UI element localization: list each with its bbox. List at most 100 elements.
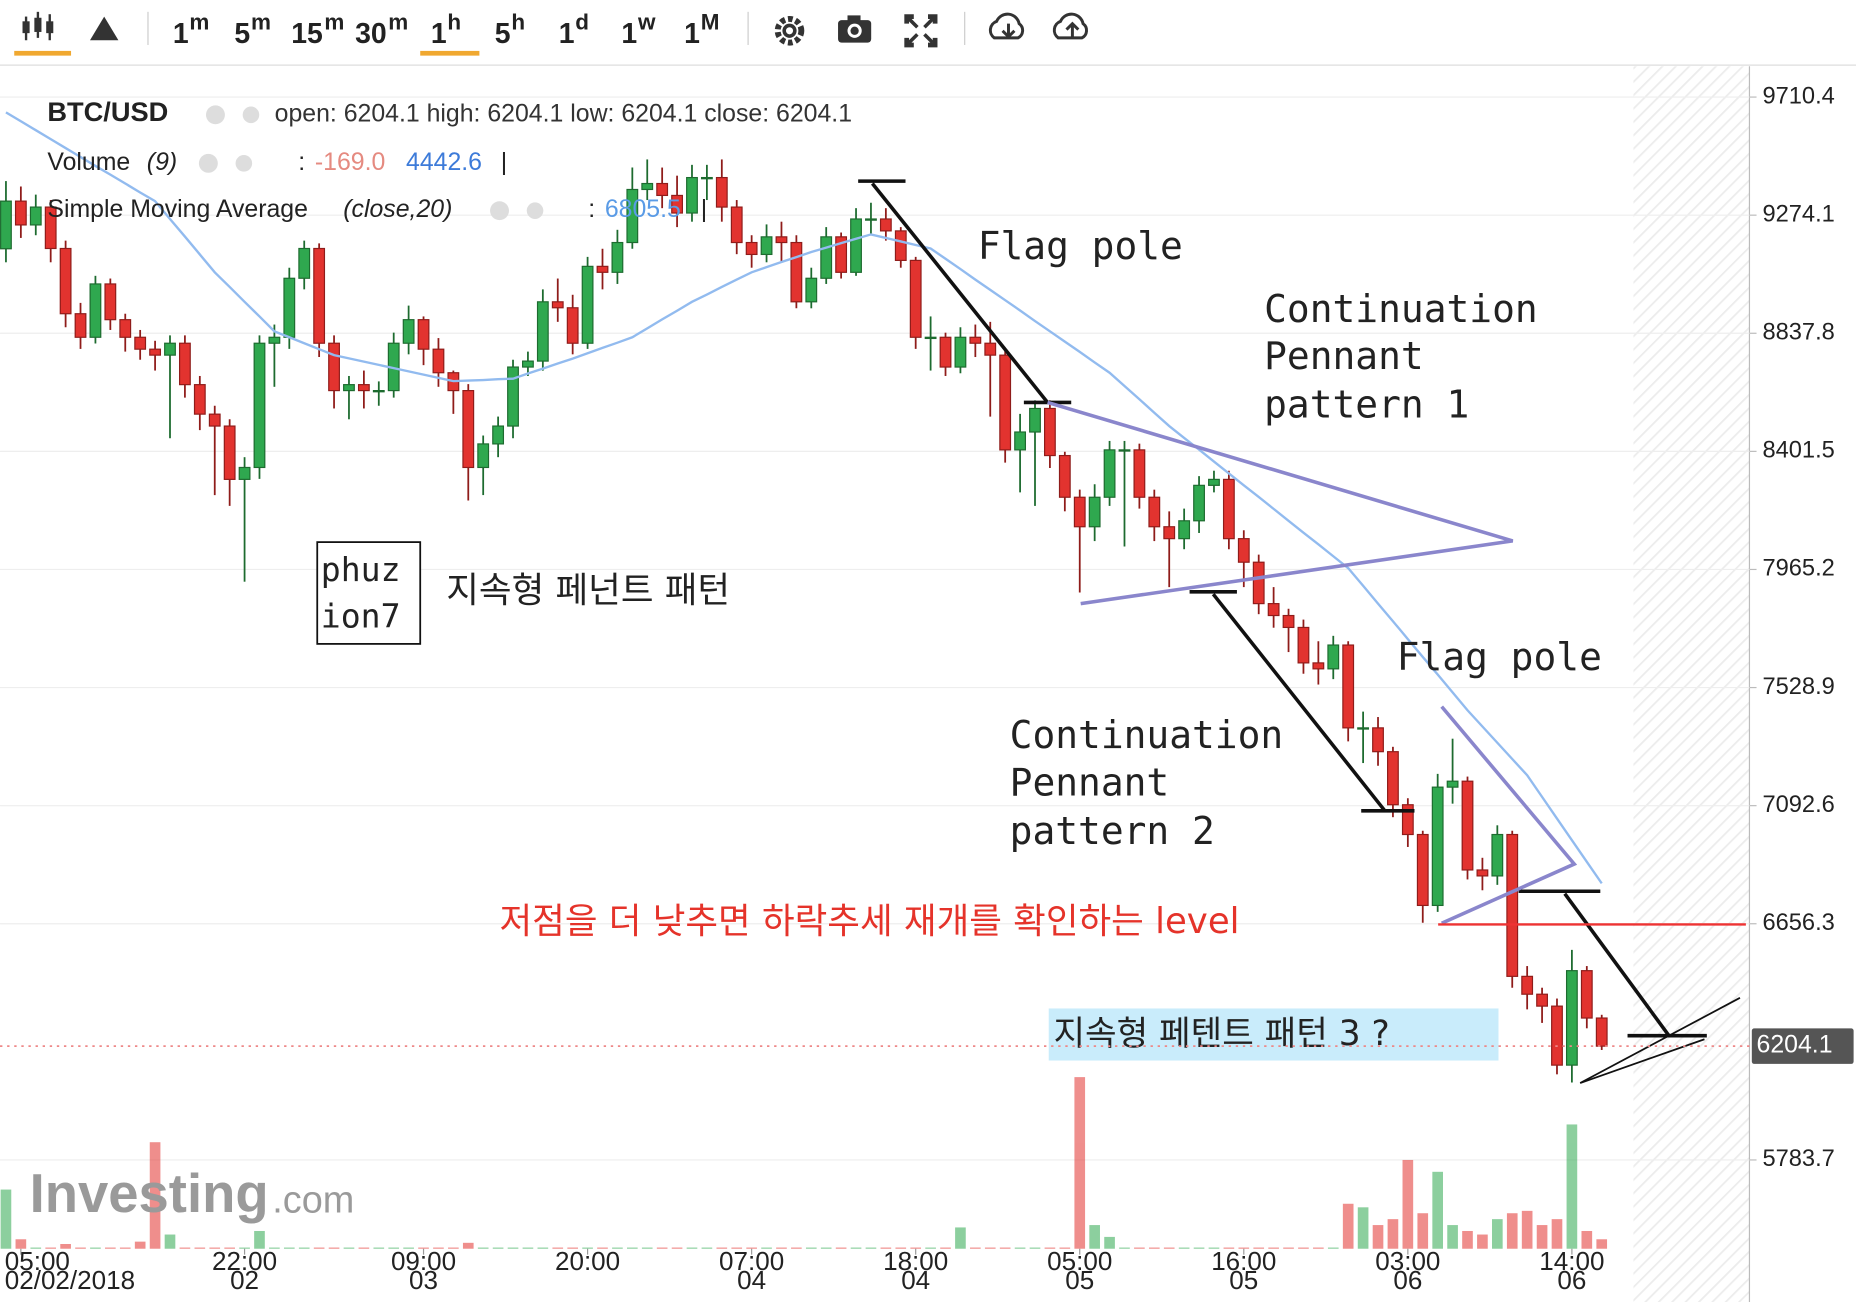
candle-body	[1148, 496, 1161, 528]
volume-bar	[776, 1247, 787, 1249]
annotation-level-note: 저점을 더 낮추면 하락추세 재개를 확인하는 level	[500, 901, 1240, 942]
interval-button[interactable]: 15 m	[291, 10, 344, 50]
candle-body	[1595, 1017, 1608, 1047]
candle-body	[164, 342, 176, 356]
candle-body	[1357, 727, 1370, 730]
candle-body	[1282, 614, 1295, 629]
candle-body	[522, 360, 534, 368]
author-box	[316, 541, 422, 645]
volume-bar	[686, 1247, 698, 1249]
settings-button[interactable]	[774, 15, 805, 46]
candle-body	[1506, 833, 1519, 977]
candle-body	[865, 218, 877, 221]
interval-unit: m	[324, 10, 344, 35]
volume-bar	[984, 1247, 996, 1249]
candle-body	[1222, 478, 1235, 540]
legend-volume-name: Volume	[47, 149, 130, 176]
volume-bar	[1432, 1171, 1444, 1249]
volume-bar	[850, 1247, 862, 1249]
candle-body	[1431, 786, 1444, 907]
volume-bar	[1208, 1247, 1220, 1249]
candle-body	[1461, 780, 1474, 871]
candle-body	[581, 265, 594, 344]
volume-bar	[1253, 1247, 1265, 1249]
interval-unit: m	[251, 10, 271, 35]
candle-body	[536, 301, 549, 362]
candle-body	[1372, 727, 1384, 753]
candle-body	[1580, 970, 1593, 1019]
candle-type-button[interactable]	[14, 11, 72, 56]
volume-bar	[1372, 1225, 1384, 1249]
volume-bar	[90, 1247, 101, 1249]
candle-body	[193, 384, 206, 415]
sma-line	[5, 111, 1603, 885]
volume-bar	[462, 1242, 474, 1249]
interval-unit: h	[511, 10, 525, 35]
legend-sma-value: 6805.5	[605, 196, 681, 223]
candle-body	[715, 176, 728, 208]
candle-body	[0, 200, 12, 250]
volume-bar	[194, 1247, 206, 1249]
candle-body	[223, 425, 236, 480]
volume-bar	[149, 1142, 161, 1249]
annotation-drawings	[858, 179, 1746, 1084]
candles	[0, 159, 1608, 1083]
volume-bar	[1119, 1247, 1130, 1249]
candle-body	[969, 336, 982, 344]
candle-body	[1029, 407, 1041, 433]
volume-bar	[239, 1247, 250, 1249]
annotation-pennant: Continuation	[1010, 713, 1284, 757]
area-type-button[interactable]	[89, 16, 119, 41]
y-tick-label: 5783.7	[1762, 1146, 1834, 1172]
screenshot-button[interactable]	[838, 15, 872, 43]
interval-unit: m	[388, 10, 408, 35]
candle-body	[1058, 454, 1071, 498]
interval-unit: M	[701, 10, 720, 35]
x-date-label: 06	[1393, 1265, 1422, 1295]
volume-bar	[254, 1230, 265, 1249]
fullscreen-button[interactable]	[904, 14, 938, 48]
candle-body	[462, 390, 475, 469]
candle-body	[507, 366, 519, 427]
interval-unit: d	[575, 10, 589, 35]
volume-bar	[805, 1247, 817, 1249]
volume-bar	[1581, 1230, 1593, 1249]
candle-body	[1297, 626, 1310, 664]
download-button[interactable]	[988, 12, 1025, 40]
candle-body	[805, 277, 818, 303]
candle-body	[59, 247, 72, 315]
candle-body	[343, 384, 355, 392]
volume-bar	[1402, 1159, 1414, 1249]
candle-body	[268, 336, 281, 344]
upload-button[interactable]	[1052, 12, 1088, 40]
candle-body	[372, 390, 385, 393]
candle-body	[328, 342, 340, 392]
interval-button[interactable]: 30 m	[355, 10, 408, 50]
x-date-label: 02/02/2018	[5, 1265, 135, 1295]
x-tick-label: 05:00	[1047, 1246, 1112, 1276]
legend: BTC/USD open: 6204.1 high: 6204.1 low: 6…	[47, 96, 852, 223]
volume-bar	[1148, 1247, 1160, 1249]
x-tick-label: 05:00	[5, 1246, 70, 1276]
candle-body	[1565, 970, 1578, 1066]
candle-body	[924, 336, 937, 340]
volume-bar	[910, 1247, 922, 1249]
candle-body	[730, 206, 743, 244]
volume-bar	[1163, 1247, 1175, 1249]
candle-body	[894, 230, 907, 261]
candle-body	[1536, 993, 1548, 1007]
volume-bar	[313, 1247, 325, 1249]
interval-number: 5	[495, 18, 511, 50]
volume-bar	[0, 1189, 12, 1249]
x-date-label: 04	[901, 1265, 930, 1295]
candle-body	[178, 342, 191, 386]
y-tick-label: 7092.6	[1762, 792, 1834, 818]
